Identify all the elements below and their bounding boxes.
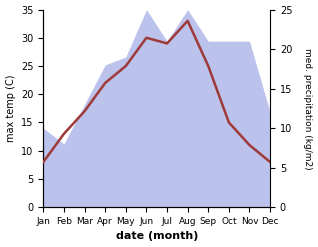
Y-axis label: med. precipitation (kg/m2): med. precipitation (kg/m2) — [303, 48, 313, 169]
X-axis label: date (month): date (month) — [115, 231, 198, 242]
Y-axis label: max temp (C): max temp (C) — [5, 75, 16, 142]
